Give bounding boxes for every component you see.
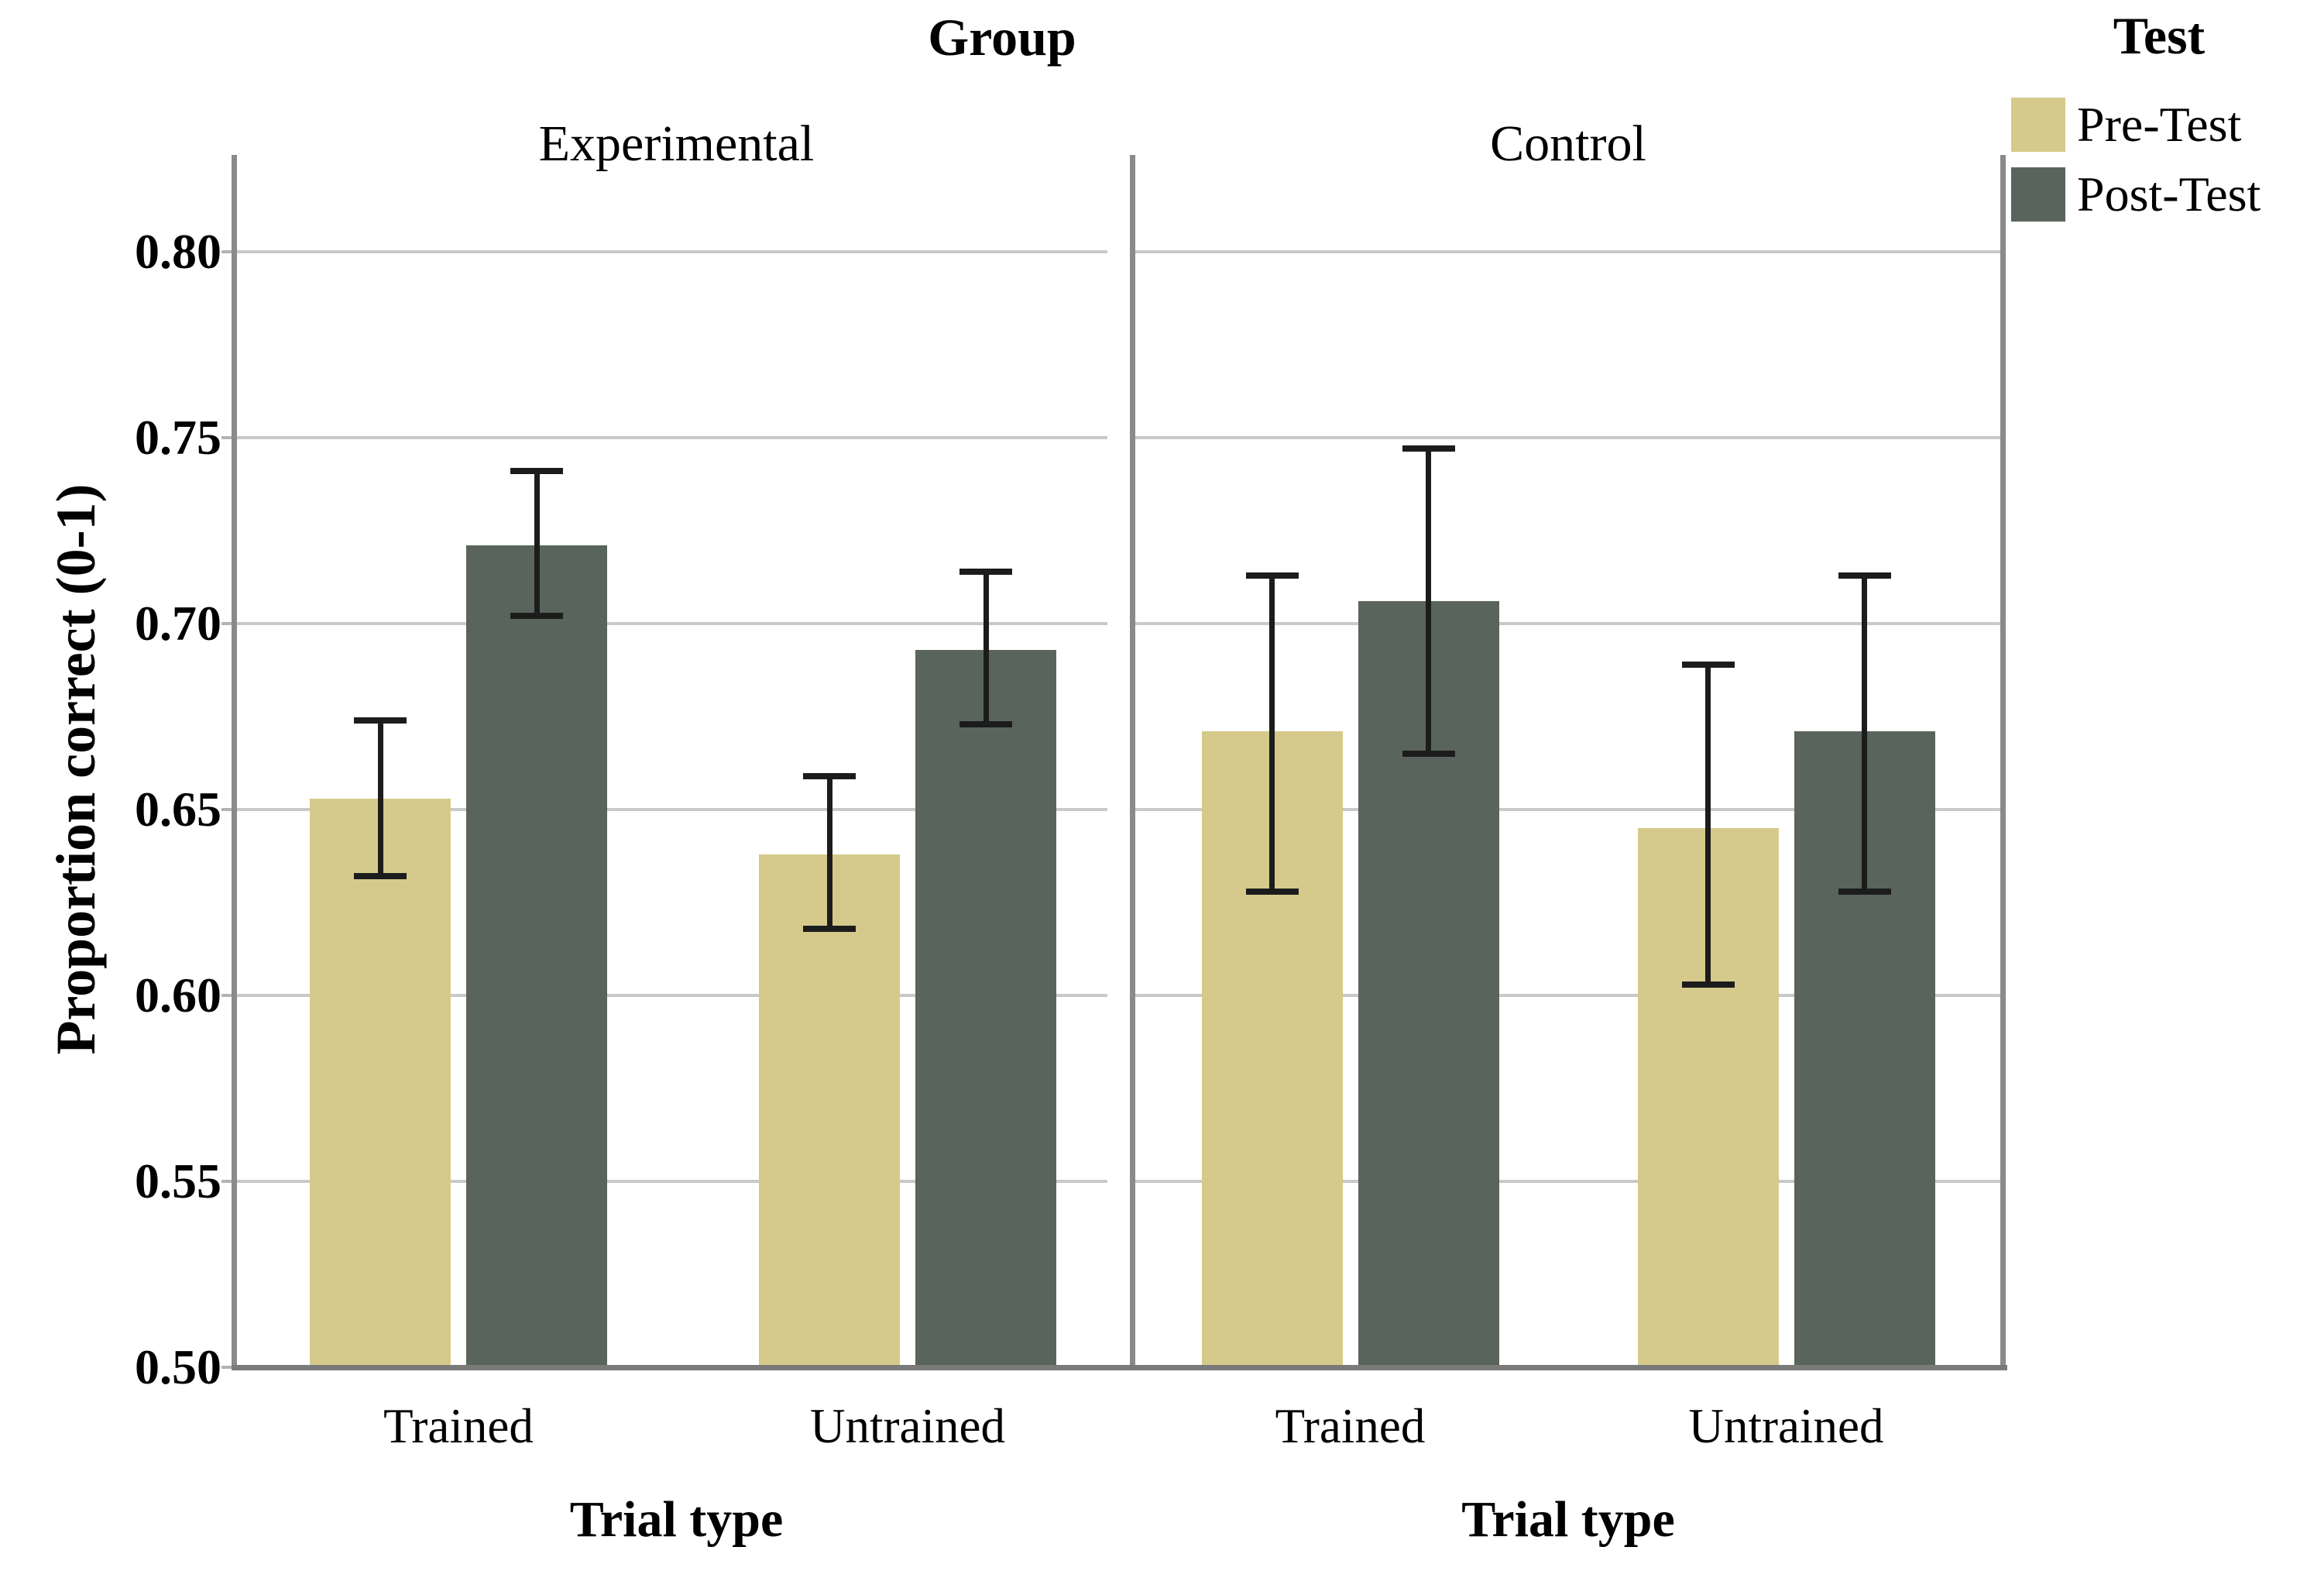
x-tick-label: Untrained bbox=[810, 1399, 1005, 1453]
error-bar bbox=[534, 471, 540, 617]
panel-label-experimental: Experimental bbox=[538, 115, 815, 172]
error-bar bbox=[1705, 664, 1711, 985]
legend-label-post-test: Post-Test bbox=[2077, 167, 2261, 222]
error-bar bbox=[1426, 449, 1431, 754]
legend-swatch-post-test bbox=[2011, 167, 2065, 222]
y-tick-label: 0.50 bbox=[135, 1339, 221, 1394]
error-bar-cap-top bbox=[1838, 572, 1891, 579]
x-axis-line bbox=[232, 1365, 2007, 1370]
bar-post-test bbox=[915, 649, 1056, 1367]
error-bar-cap-top bbox=[354, 717, 407, 724]
y-axis-tick bbox=[221, 808, 235, 811]
gridline bbox=[234, 808, 1107, 811]
y-tick-label: 0.65 bbox=[135, 782, 221, 837]
error-bar-cap-bottom bbox=[959, 720, 1012, 727]
gridline bbox=[1132, 622, 2004, 625]
gridline bbox=[234, 622, 1107, 625]
error-bar-cap-bottom bbox=[1681, 981, 1735, 988]
panel-label-control: Control bbox=[1490, 115, 1646, 172]
error-bar-cap-top bbox=[1681, 661, 1735, 668]
y-tick-label: 0.80 bbox=[135, 224, 221, 279]
error-bar-cap-bottom bbox=[803, 925, 856, 932]
y-tick-label: 0.75 bbox=[135, 410, 221, 465]
gridline bbox=[234, 436, 1107, 439]
y-axis-tick bbox=[221, 994, 235, 997]
bar-pre-test bbox=[310, 798, 451, 1367]
legend-swatch-pre-test bbox=[2011, 98, 2065, 152]
y-tick-label: 0.60 bbox=[135, 968, 221, 1023]
y-axis-tick bbox=[221, 1366, 235, 1369]
y-axis-tick bbox=[221, 250, 235, 253]
error-bar bbox=[826, 775, 832, 929]
error-bar bbox=[983, 571, 989, 724]
gridline bbox=[234, 250, 1107, 253]
gridline bbox=[1132, 1180, 2004, 1183]
x-axis-title-experimental: Trial type bbox=[569, 1491, 784, 1548]
bar-pre-test bbox=[759, 854, 900, 1367]
bar-post-test bbox=[466, 545, 607, 1367]
gridline bbox=[1132, 808, 2004, 811]
error-bar-cap-top bbox=[959, 568, 1012, 575]
x-tick-label: Untrained bbox=[1688, 1399, 1884, 1453]
y-axis-line bbox=[232, 155, 237, 1370]
error-bar-cap-bottom bbox=[1245, 888, 1299, 895]
gridline bbox=[234, 994, 1107, 997]
legend-label-pre-test: Pre-Test bbox=[2077, 97, 2242, 152]
error-bar-cap-top bbox=[510, 468, 563, 475]
x-axis-title-control: Trial type bbox=[1461, 1491, 1675, 1548]
error-bar-cap-bottom bbox=[510, 613, 563, 620]
chart-title: Group bbox=[928, 8, 1076, 67]
gridline bbox=[1132, 994, 2004, 997]
x-tick-label: Trained bbox=[383, 1399, 534, 1453]
error-bar-cap-top bbox=[803, 772, 856, 779]
error-bar bbox=[377, 720, 383, 877]
error-bar bbox=[1862, 575, 1867, 892]
y-axis-tick bbox=[221, 436, 235, 439]
error-bar bbox=[1269, 575, 1275, 892]
gridline bbox=[234, 1180, 1107, 1183]
plot-right-border bbox=[2000, 155, 2006, 1370]
y-axis-tick bbox=[221, 622, 235, 625]
error-bar-cap-top bbox=[1402, 445, 1455, 452]
error-bar-cap-top bbox=[1245, 572, 1299, 579]
y-tick-label: 0.70 bbox=[135, 596, 221, 651]
y-tick-label: 0.55 bbox=[135, 1153, 221, 1208]
error-bar-cap-bottom bbox=[354, 873, 407, 880]
legend-title: Test bbox=[2113, 6, 2206, 65]
error-bar-cap-bottom bbox=[1838, 888, 1891, 895]
gridline bbox=[1132, 250, 2004, 253]
x-tick-label: Trained bbox=[1275, 1399, 1426, 1453]
error-bar-cap-bottom bbox=[1402, 751, 1455, 757]
y-axis-tick bbox=[221, 1180, 235, 1183]
panel-divider-line bbox=[1130, 155, 1135, 1370]
gridline bbox=[1132, 436, 2004, 439]
